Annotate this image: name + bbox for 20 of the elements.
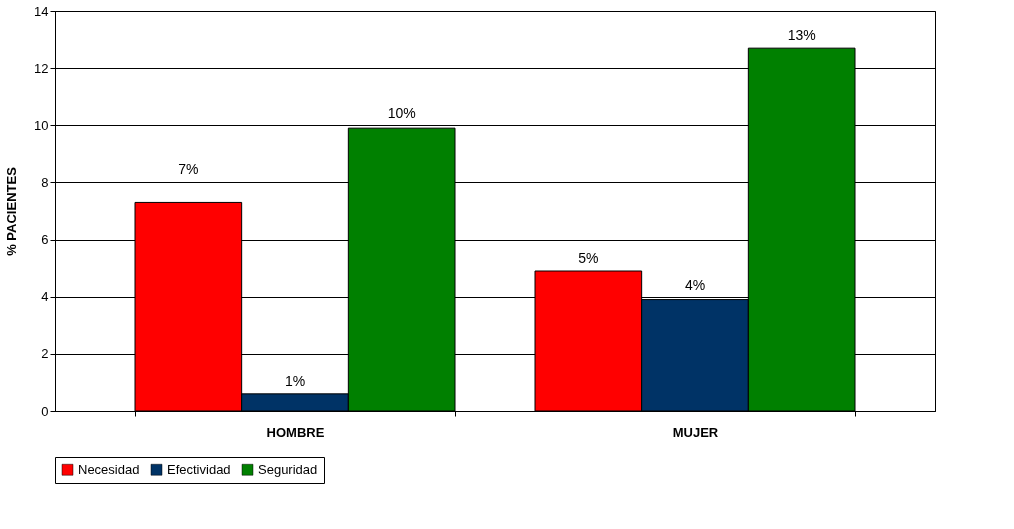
y-tick-label: 14	[34, 3, 49, 19]
data-label: 4%	[684, 276, 706, 293]
y-tick-label: 8	[41, 174, 49, 190]
y-tick-label: 0	[41, 403, 49, 419]
y-tick-label: 2	[41, 346, 49, 362]
y-axis-title: % PACIENTES	[4, 166, 20, 256]
y-tick-label: 4	[41, 289, 49, 305]
data-label: 10%	[387, 105, 416, 122]
data-label: 13%	[787, 27, 816, 44]
y-tick-label: 6	[41, 232, 49, 248]
data-label: 5%	[578, 250, 599, 266]
legend-label: Efectividad	[167, 461, 231, 477]
y-tick-label: 10	[34, 117, 49, 133]
data-label: 1%	[284, 372, 306, 389]
x-tick-label: MUJER	[672, 424, 719, 440]
data-label: 7%	[178, 161, 199, 178]
x-tick-label: HOMBRE	[266, 424, 325, 440]
y-tick-label: 12	[34, 60, 49, 76]
legend-label: Necesidad	[78, 461, 140, 477]
legend-label: Seguridad	[258, 461, 318, 477]
